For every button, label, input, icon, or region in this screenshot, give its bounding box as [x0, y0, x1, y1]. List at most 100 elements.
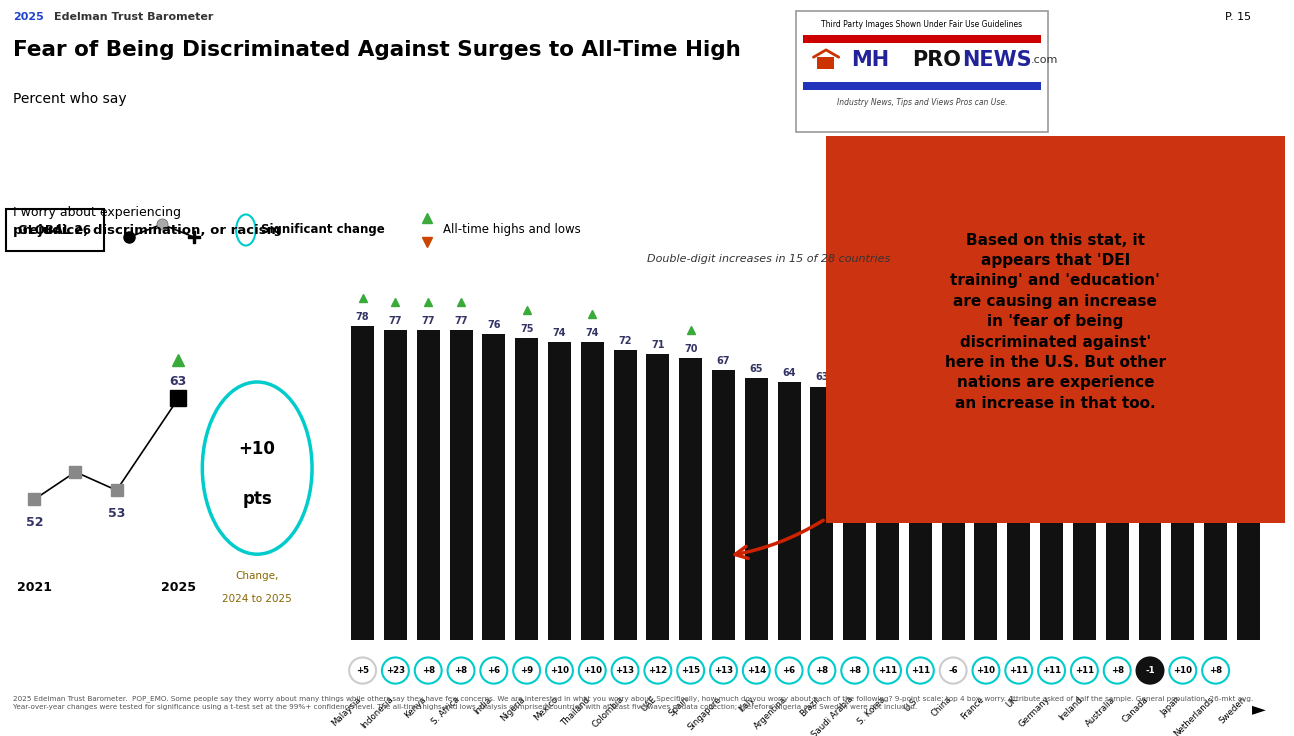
Ellipse shape — [1202, 657, 1229, 684]
Bar — [647, 354, 669, 640]
Text: I worry about experiencing: I worry about experiencing — [13, 206, 181, 219]
Ellipse shape — [973, 657, 999, 684]
Text: 55: 55 — [914, 405, 927, 414]
Ellipse shape — [514, 657, 540, 684]
Text: 47: 47 — [1209, 437, 1223, 447]
Ellipse shape — [382, 657, 409, 684]
Bar — [1237, 484, 1260, 640]
Text: +23: +23 — [386, 666, 405, 675]
Ellipse shape — [873, 657, 901, 684]
Text: Malaysia: Malaysia — [330, 695, 362, 728]
Text: China: China — [929, 695, 954, 718]
Bar — [351, 326, 374, 640]
Text: +14: +14 — [747, 666, 766, 675]
Text: 63: 63 — [170, 375, 186, 388]
Bar — [942, 422, 964, 640]
Text: 65: 65 — [749, 364, 763, 375]
Bar — [449, 330, 472, 640]
Bar — [483, 334, 506, 640]
FancyBboxPatch shape — [811, 124, 1294, 534]
Text: Mexico: Mexico — [532, 695, 559, 723]
Bar — [581, 342, 604, 640]
Text: +8: +8 — [422, 666, 435, 675]
Text: Argentina: Argentina — [753, 695, 789, 731]
Text: Netherlands: Netherlands — [1172, 695, 1215, 736]
Ellipse shape — [775, 657, 802, 684]
Text: 50: 50 — [1110, 425, 1124, 435]
Text: 67: 67 — [717, 356, 730, 367]
Ellipse shape — [480, 657, 507, 684]
Text: 53: 53 — [107, 507, 126, 520]
Text: 75: 75 — [520, 324, 533, 334]
Text: 2021: 2021 — [17, 581, 52, 593]
Text: Significant change: Significant change — [261, 224, 386, 236]
Ellipse shape — [743, 657, 770, 684]
Text: 71: 71 — [651, 340, 665, 350]
Text: +6: +6 — [488, 666, 501, 675]
Text: 78: 78 — [356, 312, 369, 322]
Text: Singapore: Singapore — [686, 695, 723, 732]
Bar — [1205, 451, 1227, 640]
Text: ►: ► — [1251, 701, 1266, 718]
Bar — [515, 338, 538, 640]
Bar — [679, 358, 703, 640]
Text: Sweden: Sweden — [1218, 695, 1249, 725]
Bar — [745, 378, 767, 640]
FancyBboxPatch shape — [804, 35, 1040, 43]
Ellipse shape — [415, 657, 441, 684]
FancyBboxPatch shape — [804, 82, 1040, 90]
Text: .com: .com — [1030, 54, 1058, 65]
Text: U.S.: U.S. — [902, 695, 920, 713]
Text: Saudi Arabia: Saudi Arabia — [810, 695, 855, 736]
Text: prejudice, discrimination, or racism: prejudice, discrimination, or racism — [13, 224, 281, 238]
Bar — [712, 370, 735, 640]
Text: Edelman Trust Barometer: Edelman Trust Barometer — [54, 12, 214, 22]
Ellipse shape — [578, 657, 606, 684]
Bar — [908, 419, 932, 640]
Text: +9: +9 — [520, 666, 533, 675]
Text: +13: +13 — [616, 666, 634, 675]
Text: Japan: Japan — [1159, 695, 1183, 718]
Text: India: India — [472, 695, 494, 716]
Bar — [778, 383, 801, 640]
Text: 2025: 2025 — [13, 12, 44, 22]
Ellipse shape — [612, 657, 638, 684]
Text: 54: 54 — [980, 408, 992, 419]
Text: PRO: PRO — [912, 49, 960, 70]
Text: Ireland: Ireland — [1057, 695, 1084, 722]
Text: Australia: Australia — [1084, 695, 1117, 728]
Text: NEWS: NEWS — [963, 49, 1033, 70]
Ellipse shape — [1071, 657, 1097, 684]
Text: Industry News, Tips and Views Pros can Use.: Industry News, Tips and Views Pros can U… — [837, 98, 1007, 107]
Text: UAE: UAE — [639, 695, 657, 714]
Text: Change,: Change, — [236, 571, 280, 581]
Text: 77: 77 — [388, 316, 402, 326]
Text: 2025: 2025 — [160, 581, 195, 593]
Ellipse shape — [202, 382, 312, 554]
Ellipse shape — [448, 657, 475, 684]
Bar — [613, 350, 637, 640]
Text: 54: 54 — [946, 408, 960, 419]
Ellipse shape — [1005, 657, 1033, 684]
Text: Double-digit increases in 15 of 28 countries: Double-digit increases in 15 of 28 count… — [647, 254, 890, 264]
Text: Based on this stat, it
appears that 'DEI
training' and 'education'
are causing a: Based on this stat, it appears that 'DEI… — [945, 233, 1166, 411]
Bar — [1105, 439, 1128, 640]
Text: +8: +8 — [848, 666, 862, 675]
Text: pts: pts — [242, 489, 272, 508]
FancyBboxPatch shape — [818, 57, 833, 69]
Text: 74: 74 — [585, 328, 599, 338]
Text: 2025 Edelman Trust Barometer.  POP_EMO. Some people say they worry about many th: 2025 Edelman Trust Barometer. POP_EMO. S… — [13, 696, 1253, 710]
Text: 63: 63 — [815, 372, 828, 383]
Text: +11: +11 — [877, 666, 897, 675]
Bar — [974, 422, 998, 640]
Text: GLOBAL 26: GLOBAL 26 — [18, 224, 92, 236]
Bar — [1040, 435, 1064, 640]
Ellipse shape — [907, 657, 934, 684]
Text: +13: +13 — [714, 666, 734, 675]
Text: 61: 61 — [848, 381, 862, 391]
Text: Spain: Spain — [668, 695, 691, 718]
Text: P. 15: P. 15 — [1225, 12, 1251, 22]
Bar — [810, 386, 833, 640]
Ellipse shape — [809, 657, 836, 684]
Text: UK: UK — [1004, 695, 1018, 710]
